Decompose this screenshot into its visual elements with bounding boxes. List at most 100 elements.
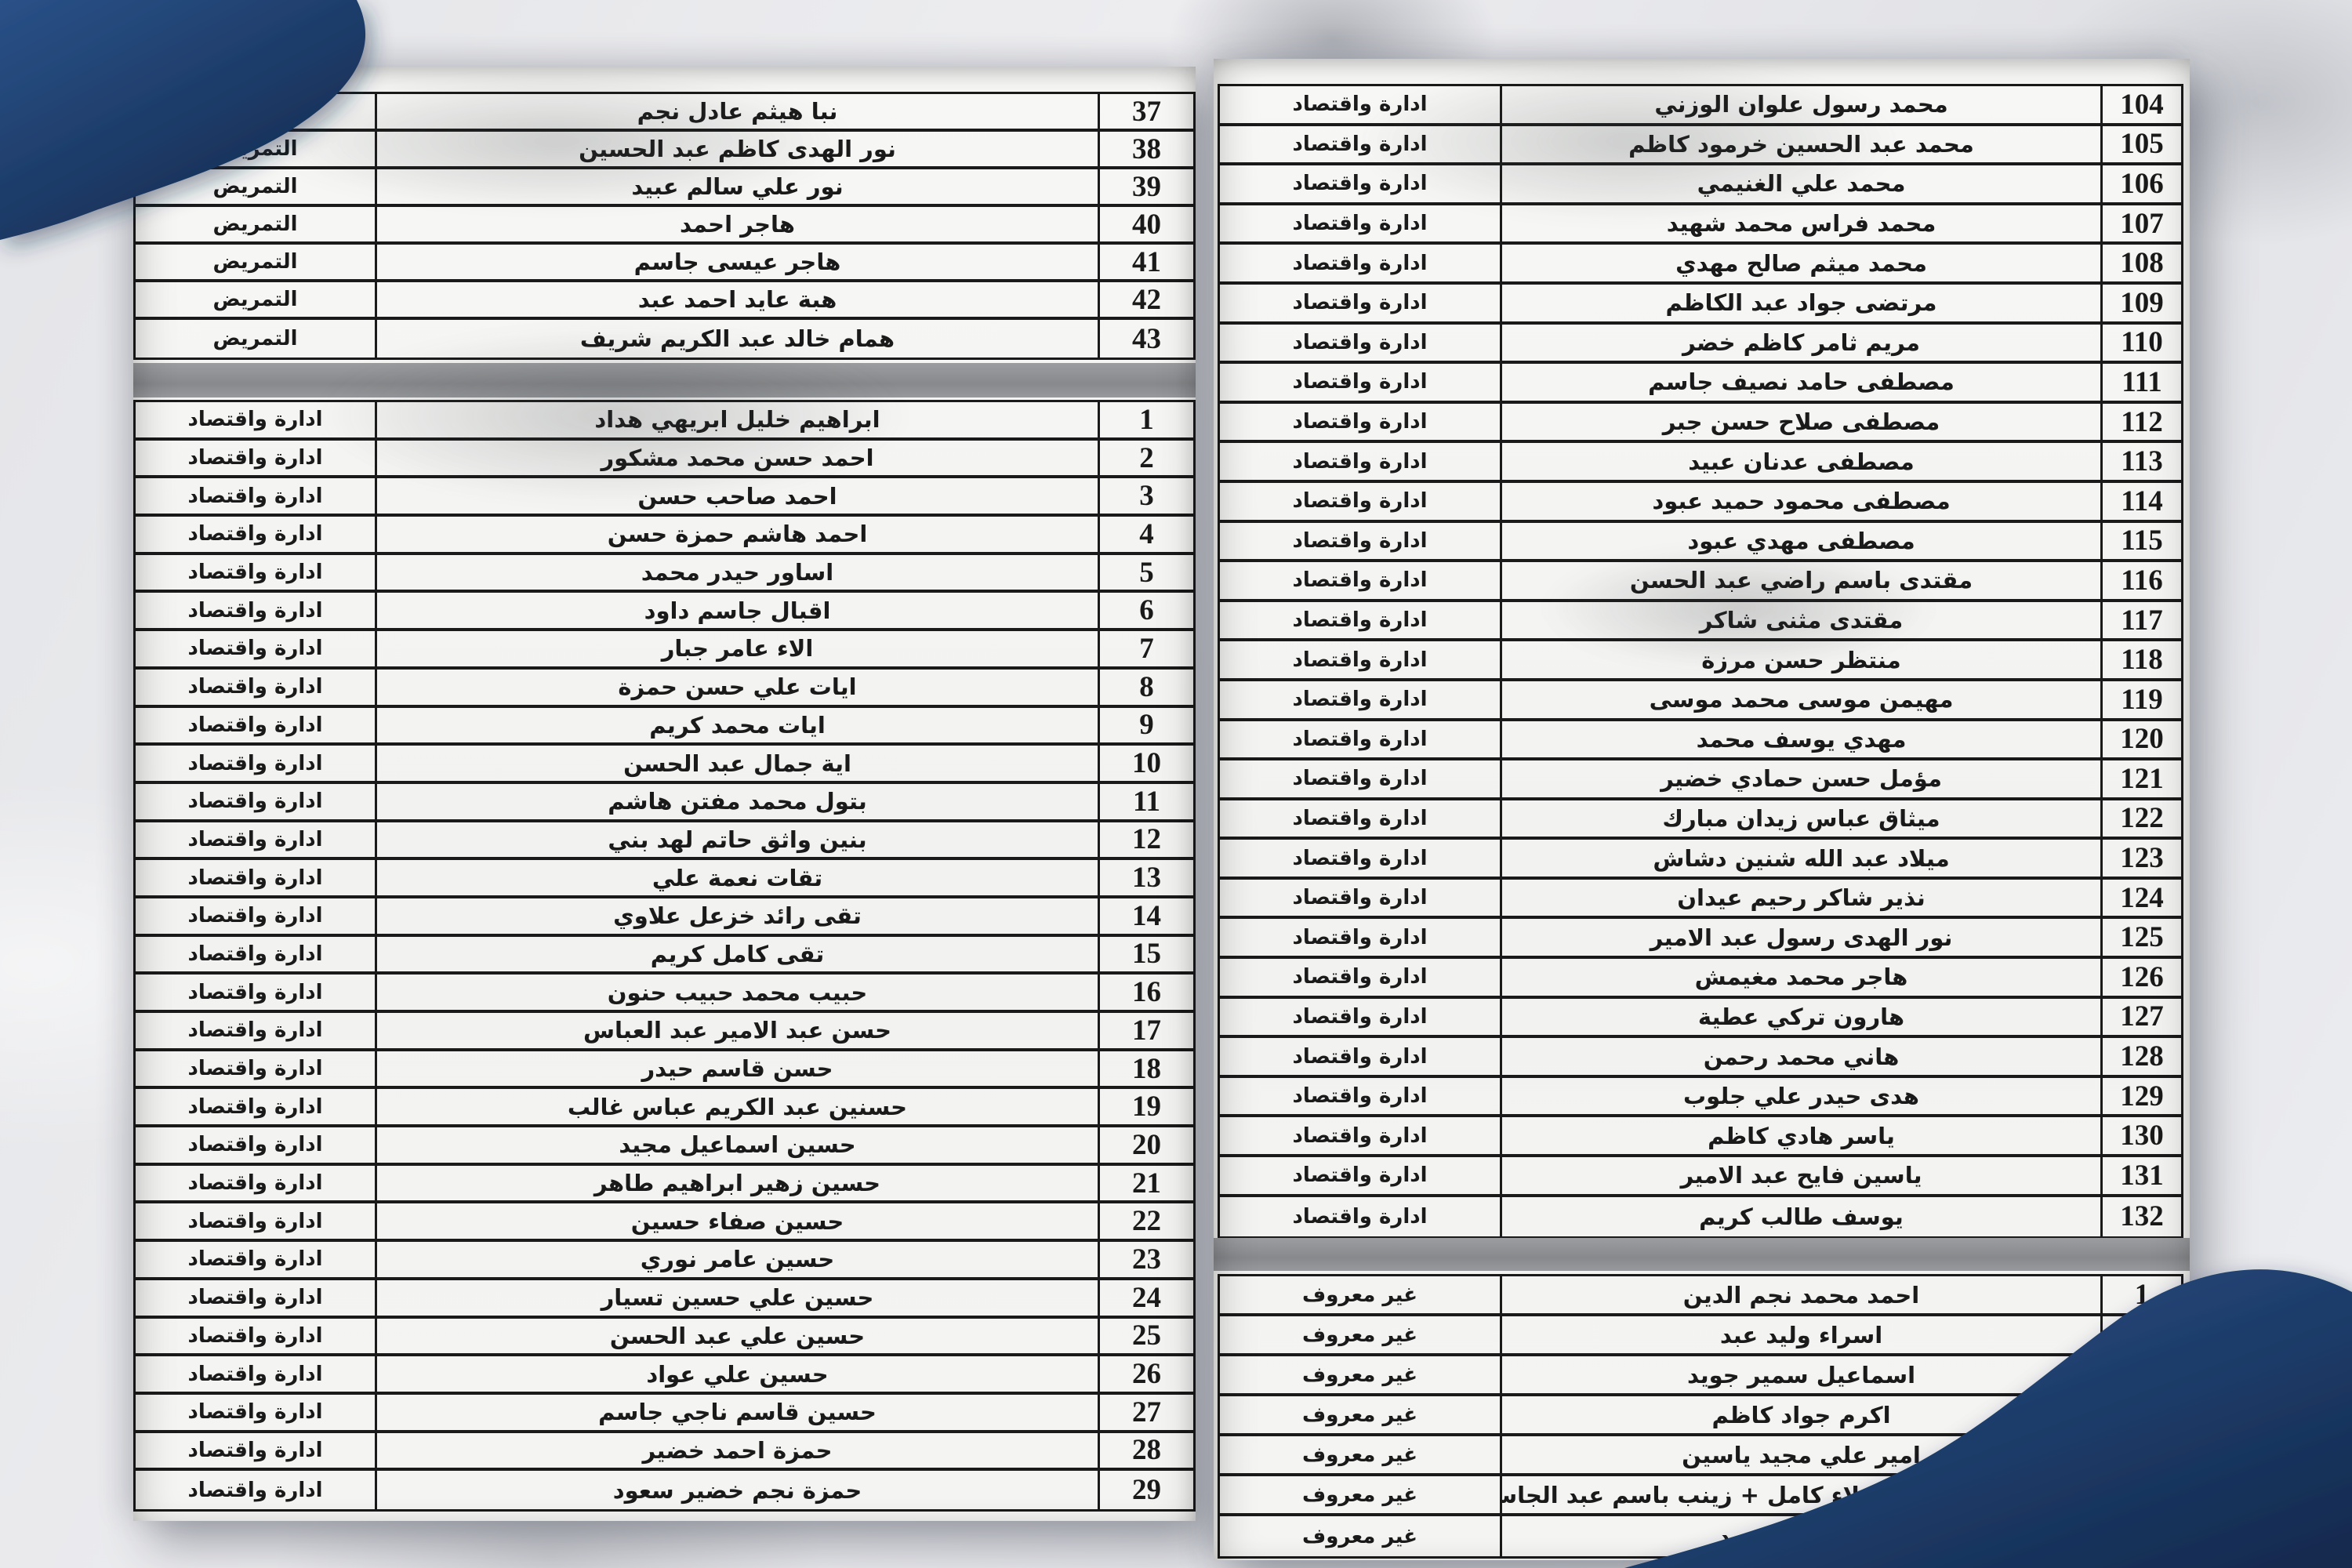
student-name-cell: محمد عبد الحسين خرمود كاظم [1500, 125, 2100, 163]
department-cell: ادارة واقتصاد [1292, 925, 1428, 949]
department-cell: ادارة واقتصاد [187, 1133, 323, 1157]
department-cell: ادارة واقتصاد [187, 408, 323, 432]
table-row: ادارة واقتصاد نذير شاكر رحيم عيدان 124 [1220, 879, 2181, 920]
row-number-cell: 29 [1098, 1471, 1193, 1509]
row-number-cell: 16 [1098, 975, 1193, 1010]
student-name-cell: حسنين عبد الكريم عباس غالب [375, 1089, 1098, 1125]
row-number-cell: 110 [2100, 324, 2181, 361]
student-name-cell: ايات علي حسن حمزة [375, 669, 1098, 705]
student-name-cell: هاجر عيسى جاسم [375, 245, 1098, 279]
row-number-cell: 24 [1098, 1279, 1193, 1316]
table-row: ادارة واقتصاد حسين زهير ابراهيم طاهر 21 [136, 1165, 1193, 1204]
student-name-cell: حسن قاسم حيدر [375, 1051, 1098, 1087]
department-cell: غير معروف [1302, 1403, 1417, 1427]
table-row: ادارة واقتصاد محمد ميثم صالح مهدي 108 [1220, 245, 2181, 285]
table-separator-band [1214, 1238, 2190, 1271]
table-row: ادارة واقتصاد اية جمال عبد الحسن 10 [136, 746, 1193, 784]
table-row: ادارة واقتصاد احمد حسن محمد مشكور 2 [136, 440, 1193, 479]
department-cell: ادارة واقتصاد [1292, 608, 1428, 633]
row-number-cell: 129 [2100, 1077, 2181, 1115]
student-name-cell: حمزة نجم خضير سعود [375, 1471, 1098, 1509]
row-number-cell: 112 [2100, 403, 2181, 441]
row-number-cell: 105 [2100, 125, 2181, 163]
table-row: ادارة واقتصاد مريم ثامر كاظم خضر 110 [1220, 324, 2181, 365]
row-number-cell: 1 [2100, 1276, 2181, 1313]
table-row: ادارة واقتصاد مرتضى جواد عبد الكاظم 109 [1220, 284, 2181, 325]
row-number-cell: 4 [1098, 517, 1193, 552]
row-number-cell: 108 [2100, 245, 2181, 281]
row-number-cell: 39 [1098, 169, 1193, 204]
table-row: ادارة واقتصاد احمد هاشم حمزة حسن 4 [136, 517, 1193, 555]
department-cell: ادارة واقتصاد [187, 827, 323, 851]
student-name-cell: تقى رائد خزعل علاوي [375, 898, 1098, 934]
student-name-cell: حسين عامر نوري [375, 1242, 1098, 1277]
department-cell: ادارة واقتصاد [1292, 132, 1428, 156]
department-cell: ادارة واقتصاد [187, 1209, 323, 1233]
department-cell: ادارة واقتصاد [1292, 370, 1428, 394]
admin-economics-table-left: ادارة واقتصاد ابراهيم خليل ابريهي هداد 1… [133, 400, 1196, 1512]
row-number-cell: 43 [1098, 320, 1193, 358]
student-name-cell: ميلاد عبد الله شنين دشاش [1500, 840, 2100, 877]
student-name-cell: امير علي مجيد ياسين [1500, 1436, 2100, 1473]
student-name-cell: نور علي سالم عبيد [375, 169, 1098, 204]
student-name-cell: حسين قاسم ناجي جاسم [375, 1394, 1098, 1430]
scanned-page-left: التمريض نبا هيثم عادل نجم 37 التمريض نور… [133, 67, 1196, 1521]
row-number-cell: 132 [2100, 1196, 2181, 1237]
row-number-cell: 3 [2100, 1356, 2181, 1393]
table-row: ادارة واقتصاد ابراهيم خليل ابريهي هداد 1 [136, 402, 1193, 441]
department-cell: ادارة واقتصاد [187, 904, 323, 928]
table-row: ادارة واقتصاد مصطفى عدنان عبيد 113 [1220, 443, 2181, 483]
student-name-cell: بنين واثق حاتم لهد بني [375, 822, 1098, 858]
department-cell: ادارة واقتصاد [1292, 330, 1428, 354]
student-name-cell: ايات محمد كريم [375, 707, 1098, 743]
department-cell: غير معروف [1302, 1524, 1417, 1548]
row-number-cell: 131 [2100, 1157, 2181, 1194]
student-name-cell: مهدي يوسف محمد [1500, 720, 2100, 758]
department-cell: ادارة واقتصاد [187, 866, 323, 890]
department-cell: التمريض [212, 288, 298, 311]
row-number-cell: 23 [1098, 1242, 1193, 1277]
row-number-cell: 5 [1098, 554, 1193, 590]
student-name-cell: نذير شاكر رحيم عيدان [1500, 879, 2100, 916]
department-cell: ادارة واقتصاد [187, 522, 323, 546]
row-number-cell: 26 [1098, 1356, 1193, 1392]
row-number-cell: 12 [1098, 822, 1193, 858]
table-row: ادارة واقتصاد حسين اسماعيل مجيد 20 [136, 1127, 1193, 1166]
table-row: ادارة واقتصاد هاجر محمد مغيمش 126 [1220, 959, 2181, 999]
row-number-cell: 10 [1098, 746, 1193, 781]
row-number-cell: 109 [2100, 284, 2181, 321]
row-number-cell: 20 [1098, 1127, 1193, 1163]
department-cell: ادارة واقتصاد [187, 1247, 323, 1272]
table-row: ادارة واقتصاد اساور حيدر محمد 5 [136, 554, 1193, 593]
row-number-cell: 106 [2100, 165, 2181, 202]
table-row: ادارة واقتصاد حبيب محمد حبيب حنون 16 [136, 975, 1193, 1013]
student-name-cell: هاجر محمد مغيمش [1500, 959, 2100, 996]
table-row: ادارة واقتصاد مقتدى باسم راضي عبد الحسن … [1220, 562, 2181, 602]
table-row: ادارة واقتصاد حسنين عبد الكريم عباس غالب… [136, 1089, 1193, 1128]
table-row: ادارة واقتصاد بنين واثق حاتم لهد بني 12 [136, 822, 1193, 861]
table-row: ادارة واقتصاد مقتدى مثنى شاكر 117 [1220, 601, 2181, 642]
table-row: غير معروف امير علي مجيد ياسين 5 [1220, 1436, 2181, 1476]
table-row: ادارة واقتصاد ياسين فايح عبد الامير 131 [1220, 1157, 2181, 1197]
row-number-cell: 115 [2100, 522, 2181, 560]
student-name-cell: هدى حيدر علي جلوب [1500, 1077, 2100, 1115]
row-number-cell: 37 [1098, 94, 1193, 129]
student-name-cell: مقتدى مثنى شاكر [1500, 601, 2100, 639]
department-cell: ادارة واقتصاد [187, 1478, 323, 1502]
table-row: ادارة واقتصاد حسين علي حسين تسيار 24 [136, 1279, 1193, 1319]
student-name-cell: الاء عامر جبار [375, 631, 1098, 666]
student-name-cell: ايمن لامع نكا + زهراء علاء كامل + زينب ب… [1500, 1476, 2100, 1513]
student-name-cell: ياسين فايح عبد الامير [1500, 1157, 2100, 1194]
row-number-cell: 123 [2100, 840, 2181, 877]
table-row: ادارة واقتصاد هارون تركي عطية 127 [1220, 998, 2181, 1039]
row-number-cell: 21 [1098, 1165, 1193, 1201]
department-cell: غير معروف [1302, 1483, 1417, 1507]
department-cell: ادارة واقتصاد [187, 637, 323, 661]
student-name-cell: تقى كامل كريم [375, 936, 1098, 972]
row-number-cell: 2 [2100, 1316, 2181, 1353]
table-row: ادارة واقتصاد ياسر هادي كاظم 130 [1220, 1117, 2181, 1158]
row-number-cell: 15 [1098, 936, 1193, 972]
row-number-cell: 7 [2100, 1516, 2181, 1556]
table-row: ادارة واقتصاد احمد صاحب حسن 3 [136, 478, 1193, 517]
student-name-cell: احمد صاحب حسن [375, 478, 1098, 514]
